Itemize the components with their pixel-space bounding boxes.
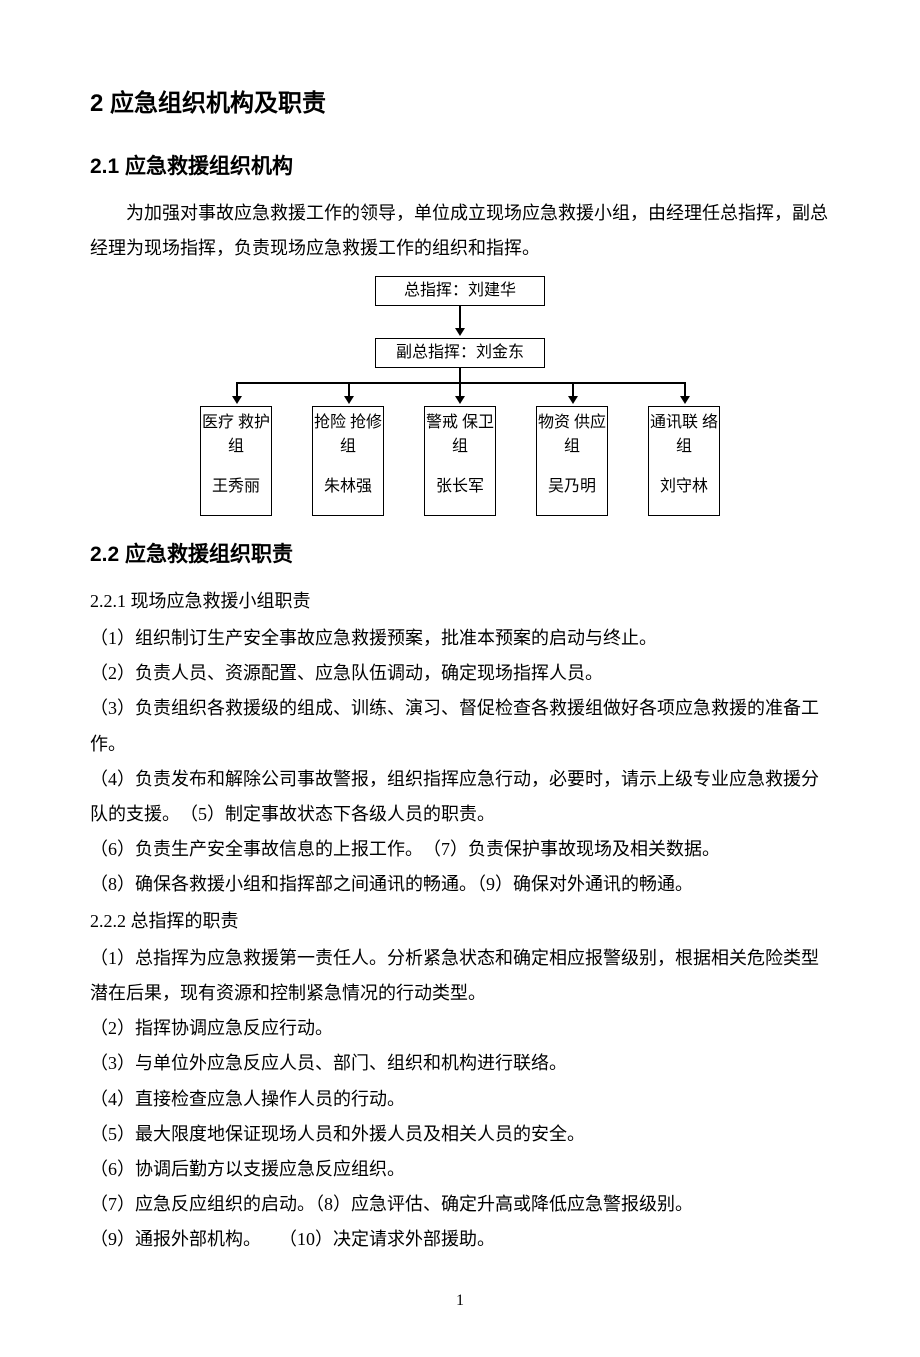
org-box-deputy: 副总指挥：刘金东 (375, 338, 545, 368)
org-line (459, 306, 461, 330)
list-item: （3）与单位外应急反应人员、部门、组织和机构进行联络。 (90, 1046, 830, 1081)
org-leaf-unit: 通讯联 络组 (649, 411, 719, 463)
list-item: （8）确保各救援小组和指挥部之间通讯的畅通。（9）确保对外通讯的畅通。 (90, 867, 830, 902)
org-chart: 总指挥：刘建华 副总指挥：刘金东 医疗 救护组 王秀丽 抢险 抢修组 朱林强 警… (200, 276, 720, 516)
org-leaf-comms: 通讯联 络组 刘守林 (648, 406, 720, 516)
list-item: （3）负责组织各救援级的组成、训练、演习、督促检查各救援组做好各项应急救援的准备… (90, 691, 830, 761)
list-item: （6）负责生产安全事故信息的上报工作。 （7）负责保护事故现场及相关数据。 (90, 832, 830, 867)
org-leaf-medical: 医疗 救护组 王秀丽 (200, 406, 272, 516)
org-leaf-name: 刘守林 (649, 475, 719, 499)
list-item: （5）最大限度地保证现场人员和外援人员及相关人员的安全。 (90, 1117, 830, 1152)
org-leaf-unit: 抢险 抢修组 (313, 411, 383, 463)
list-item: （9）通报外部机构。 （10）决定请求外部援助。 (90, 1222, 830, 1257)
heading-2-1: 2.1 应急救援组织机构 (90, 146, 830, 188)
arrow-down-icon (455, 396, 465, 404)
org-leaf-rescue: 抢险 抢修组 朱林强 (312, 406, 384, 516)
org-leaf-guard: 警戒 保卫组 张长军 (424, 406, 496, 516)
org-leaf-supply: 物资 供应组 吴乃明 (536, 406, 608, 516)
list-item: （2）指挥协调应急反应行动。 (90, 1011, 830, 1046)
org-leaf-name: 张长军 (425, 475, 495, 499)
org-leaf-unit: 医疗 救护组 (201, 411, 271, 463)
intro-paragraph: 为加强对事故应急救援工作的领导，单位成立现场应急救援小组，由经理任总指挥，副总经… (90, 196, 830, 266)
arrow-down-icon (680, 396, 690, 404)
heading-2-2: 2.2 应急救援组织职责 (90, 534, 830, 576)
document-page: 2 应急组织机构及职责 2.1 应急救援组织机构 为加强对事故应急救援工作的领导… (0, 0, 920, 1357)
arrow-down-icon (568, 396, 578, 404)
arrow-down-icon (455, 328, 465, 336)
list-item: （2）负责人员、资源配置、应急队伍调动，确定现场指挥人员。 (90, 656, 830, 691)
list-item: （7）应急反应组织的启动。（8）应急评估、确定升高或降低应急警报级别。 (90, 1187, 830, 1222)
subheading-2-2-1: 2.2.1 现场应急救援小组职责 (90, 584, 830, 619)
org-leaf-unit: 警戒 保卫组 (425, 411, 495, 463)
org-box-commander: 总指挥：刘建华 (375, 276, 545, 306)
arrow-down-icon (232, 396, 242, 404)
list-item: （4）负责发布和解除公司事故警报，组织指挥应急行动，必要时，请示上级专业应急救援… (90, 762, 830, 832)
list-item: （1）组织制订生产安全事故应急救援预案，批准本预案的启动与终止。 (90, 621, 830, 656)
org-leaf-unit: 物资 供应组 (537, 411, 607, 463)
org-leaf-name: 吴乃明 (537, 475, 607, 499)
arrow-down-icon (344, 396, 354, 404)
list-item: （6）协调后勤方以支援应急反应组织。 (90, 1152, 830, 1187)
heading-main: 2 应急组织机构及职责 (90, 80, 830, 128)
org-leaf-name: 朱林强 (313, 475, 383, 499)
org-line (459, 368, 461, 382)
list-item: （1）总指挥为应急救援第一责任人。分析紧急状态和确定相应报警级别，根据相关危险类… (90, 941, 830, 1011)
org-leaf-name: 王秀丽 (201, 475, 271, 499)
subheading-2-2-2: 2.2.2 总指挥的职责 (90, 904, 830, 939)
page-number: 1 (90, 1285, 830, 1317)
list-item: （4）直接检查应急人操作人员的行动。 (90, 1082, 830, 1117)
